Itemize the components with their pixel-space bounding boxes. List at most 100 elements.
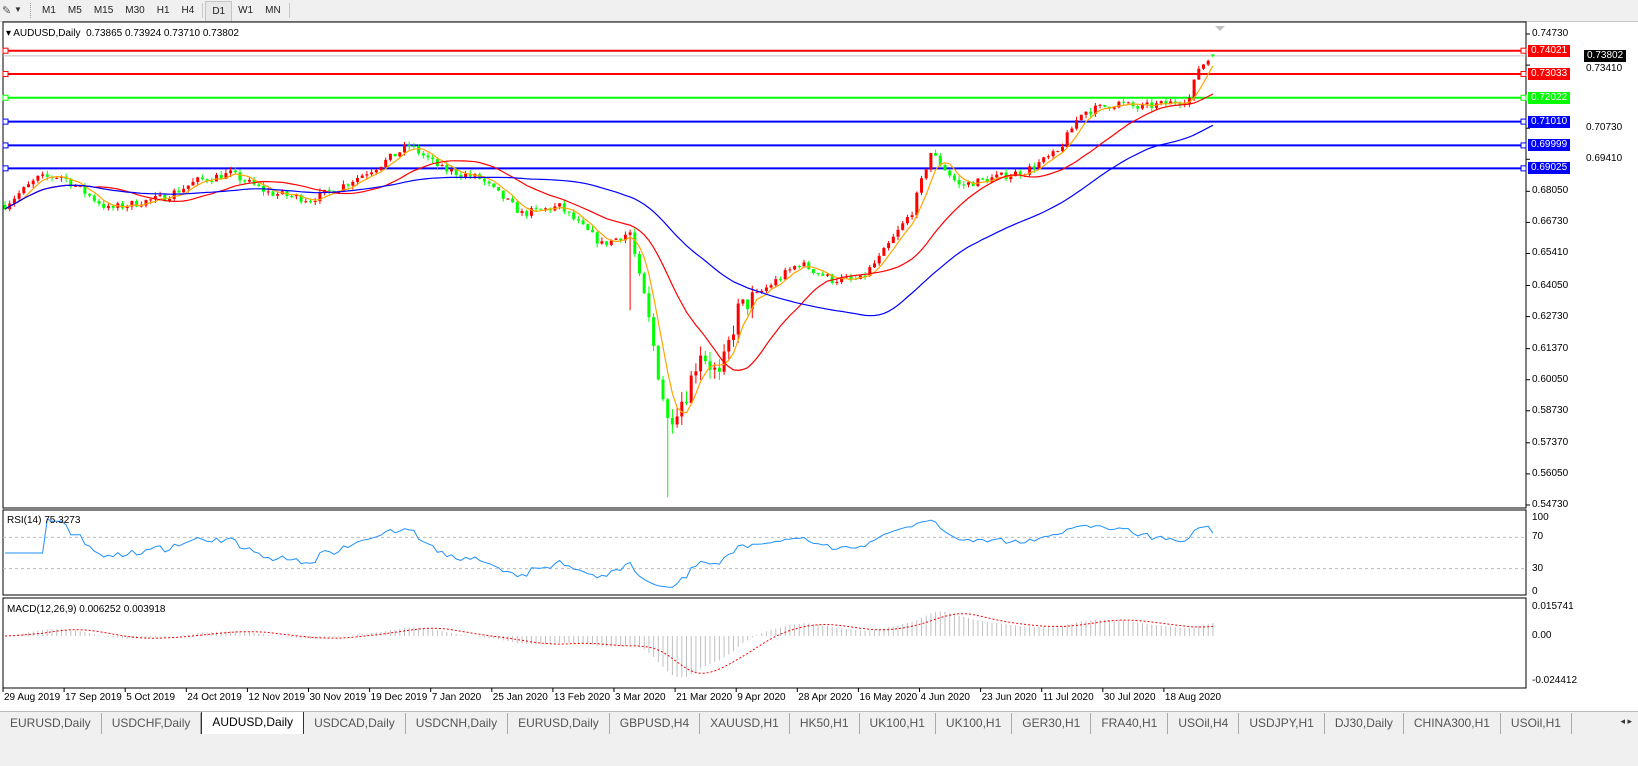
candle-body bbox=[454, 169, 458, 175]
candle-body bbox=[266, 191, 270, 193]
level-handle-right bbox=[1520, 165, 1527, 172]
tab-scroll-arrows-icon[interactable]: ◂ ▸ bbox=[1620, 716, 1632, 726]
candle-body bbox=[1098, 104, 1102, 106]
footer-area bbox=[0, 734, 1638, 766]
candle-body bbox=[967, 182, 970, 185]
toolbar-grip[interactable] bbox=[30, 3, 33, 18]
tab-ger30-h1[interactable]: GER30,H1 bbox=[1012, 713, 1092, 734]
tab-fra40-h1[interactable]: FRA40,H1 bbox=[1091, 713, 1169, 734]
price-tick-label: 0.60050 bbox=[1532, 373, 1569, 385]
tab-usoil-h4[interactable]: USOil,H4 bbox=[1168, 713, 1240, 734]
candle-body bbox=[638, 253, 641, 274]
candle-body bbox=[149, 199, 153, 201]
rsi-tick-label: 0 bbox=[1532, 586, 1538, 597]
period-h4[interactable]: H4 bbox=[181, 5, 195, 16]
candle-body bbox=[995, 174, 999, 178]
chart-header: ▾ AUDUSD,Daily 0.73865 0.73924 0.73710 0… bbox=[6, 28, 239, 39]
candle-body bbox=[877, 255, 881, 264]
candle-body bbox=[999, 172, 1003, 175]
tab-usdcad-daily[interactable]: USDCAD,Daily bbox=[304, 713, 406, 734]
date-tick-label: 25 Jan 2020 bbox=[492, 692, 548, 703]
moving-average-line bbox=[4, 124, 1214, 317]
candle-body bbox=[1093, 105, 1097, 115]
period-m30[interactable]: M30 bbox=[125, 5, 145, 16]
tab-usdjpy-h1[interactable]: USDJPY,H1 bbox=[1239, 713, 1325, 734]
candle-body bbox=[1037, 162, 1041, 169]
tab-usdcnh-daily[interactable]: USDCNH,Daily bbox=[406, 713, 509, 734]
level-price-label: 0.74021 bbox=[1528, 44, 1571, 57]
candle-body bbox=[384, 159, 388, 167]
collapse-triangle-icon[interactable]: ▾ bbox=[6, 28, 12, 39]
candle-body bbox=[403, 145, 406, 153]
candle-body bbox=[12, 198, 16, 204]
tab-uk100-h1[interactable]: UK100,H1 bbox=[936, 713, 1013, 734]
tab-eurusd-daily[interactable]: EURUSD,Daily bbox=[0, 713, 102, 734]
date-tick-label: 3 Mar 2020 bbox=[615, 692, 666, 703]
macd-tick-label: -0.024412 bbox=[1532, 674, 1578, 686]
candle-body bbox=[600, 241, 604, 244]
candle-body bbox=[356, 177, 359, 183]
candle-body bbox=[111, 205, 115, 208]
candle-body bbox=[595, 232, 599, 244]
candle-body bbox=[379, 166, 383, 170]
candle-body bbox=[1028, 166, 1032, 175]
tab-usoil-h1[interactable]: USOil,H1 bbox=[1501, 713, 1572, 734]
candle-body bbox=[125, 206, 129, 209]
drawing-tools-icon[interactable]: ✎ bbox=[2, 5, 12, 17]
candle-body bbox=[764, 287, 768, 291]
chart-tabs: EURUSD,Daily USDCHF,Daily AUDUSD,Daily USDC… bbox=[0, 711, 1638, 735]
chart-canvas[interactable] bbox=[0, 0, 1638, 711]
tab-xauusd-h1[interactable]: XAUUSD,H1 bbox=[700, 713, 790, 734]
candle-body bbox=[22, 187, 26, 194]
tab-hk50-h1[interactable]: HK50,H1 bbox=[790, 713, 860, 734]
period-m5[interactable]: M5 bbox=[67, 5, 82, 16]
candle-body bbox=[224, 173, 228, 179]
rsi-line bbox=[5, 518, 1214, 588]
date-tick-label: 23 Jun 2020 bbox=[981, 692, 1037, 703]
price-tick-label: 0.57370 bbox=[1532, 436, 1569, 448]
candle-body bbox=[750, 292, 754, 310]
period-m15[interactable]: M15 bbox=[93, 5, 114, 16]
period-h1[interactable]: H1 bbox=[156, 5, 170, 16]
tab-uk100-h1[interactable]: UK100,H1 bbox=[860, 713, 936, 734]
macd-signal-line bbox=[4, 613, 1213, 674]
price-tick-label: 0.68050 bbox=[1532, 185, 1569, 197]
candle-body bbox=[191, 181, 195, 186]
tab-china300-h1[interactable]: CHINA300,H1 bbox=[1404, 713, 1501, 734]
candle-body bbox=[168, 198, 171, 202]
chart-window[interactable] bbox=[0, 22, 1638, 711]
tab-dj30-daily[interactable]: DJ30,Daily bbox=[1325, 713, 1404, 734]
chevron-down-icon[interactable]: ▼ bbox=[14, 5, 22, 14]
price-panel bbox=[2, 21, 1527, 509]
date-tick-label: 30 Nov 2019 bbox=[309, 692, 367, 703]
tab-usdchf-daily[interactable]: USDCHF,Daily bbox=[102, 713, 202, 734]
candle-body bbox=[642, 273, 646, 294]
tab-audusd-daily[interactable]: AUDUSD,Daily bbox=[201, 712, 305, 735]
candle-body bbox=[746, 299, 750, 310]
tab-gbpusd-h4[interactable]: GBPUSD,H4 bbox=[610, 713, 701, 734]
candle-body bbox=[3, 204, 7, 210]
date-tick-label: 29 Aug 2019 bbox=[4, 692, 61, 703]
candle-body bbox=[186, 185, 190, 189]
date-tick-label: 12 Nov 2019 bbox=[248, 692, 306, 703]
candle-body bbox=[1126, 102, 1130, 104]
level-handle-left bbox=[2, 47, 9, 54]
candle-body bbox=[689, 375, 693, 404]
period-w1[interactable]: W1 bbox=[238, 5, 254, 16]
date-tick-label: 19 Dec 2019 bbox=[370, 692, 428, 703]
period-mn[interactable]: MN bbox=[265, 5, 281, 16]
level-handle-right bbox=[1520, 47, 1527, 54]
candle-body bbox=[957, 179, 961, 185]
candle-body bbox=[1117, 101, 1121, 108]
candle-body bbox=[591, 229, 594, 233]
candle-body bbox=[318, 192, 322, 202]
macd-label: MACD(12,26,9) 0.006252 0.003918 bbox=[7, 604, 166, 615]
tab-eurusd-daily[interactable]: EURUSD,Daily bbox=[508, 713, 610, 734]
candle-body bbox=[976, 178, 980, 187]
period-m1[interactable]: M1 bbox=[42, 5, 56, 16]
candle-body bbox=[445, 165, 449, 172]
candle-body bbox=[1061, 147, 1064, 152]
candle-body bbox=[182, 188, 186, 193]
macd-tick-label: 0.015741 bbox=[1532, 601, 1574, 612]
price-tick-label: 0.69410 bbox=[1586, 153, 1623, 165]
